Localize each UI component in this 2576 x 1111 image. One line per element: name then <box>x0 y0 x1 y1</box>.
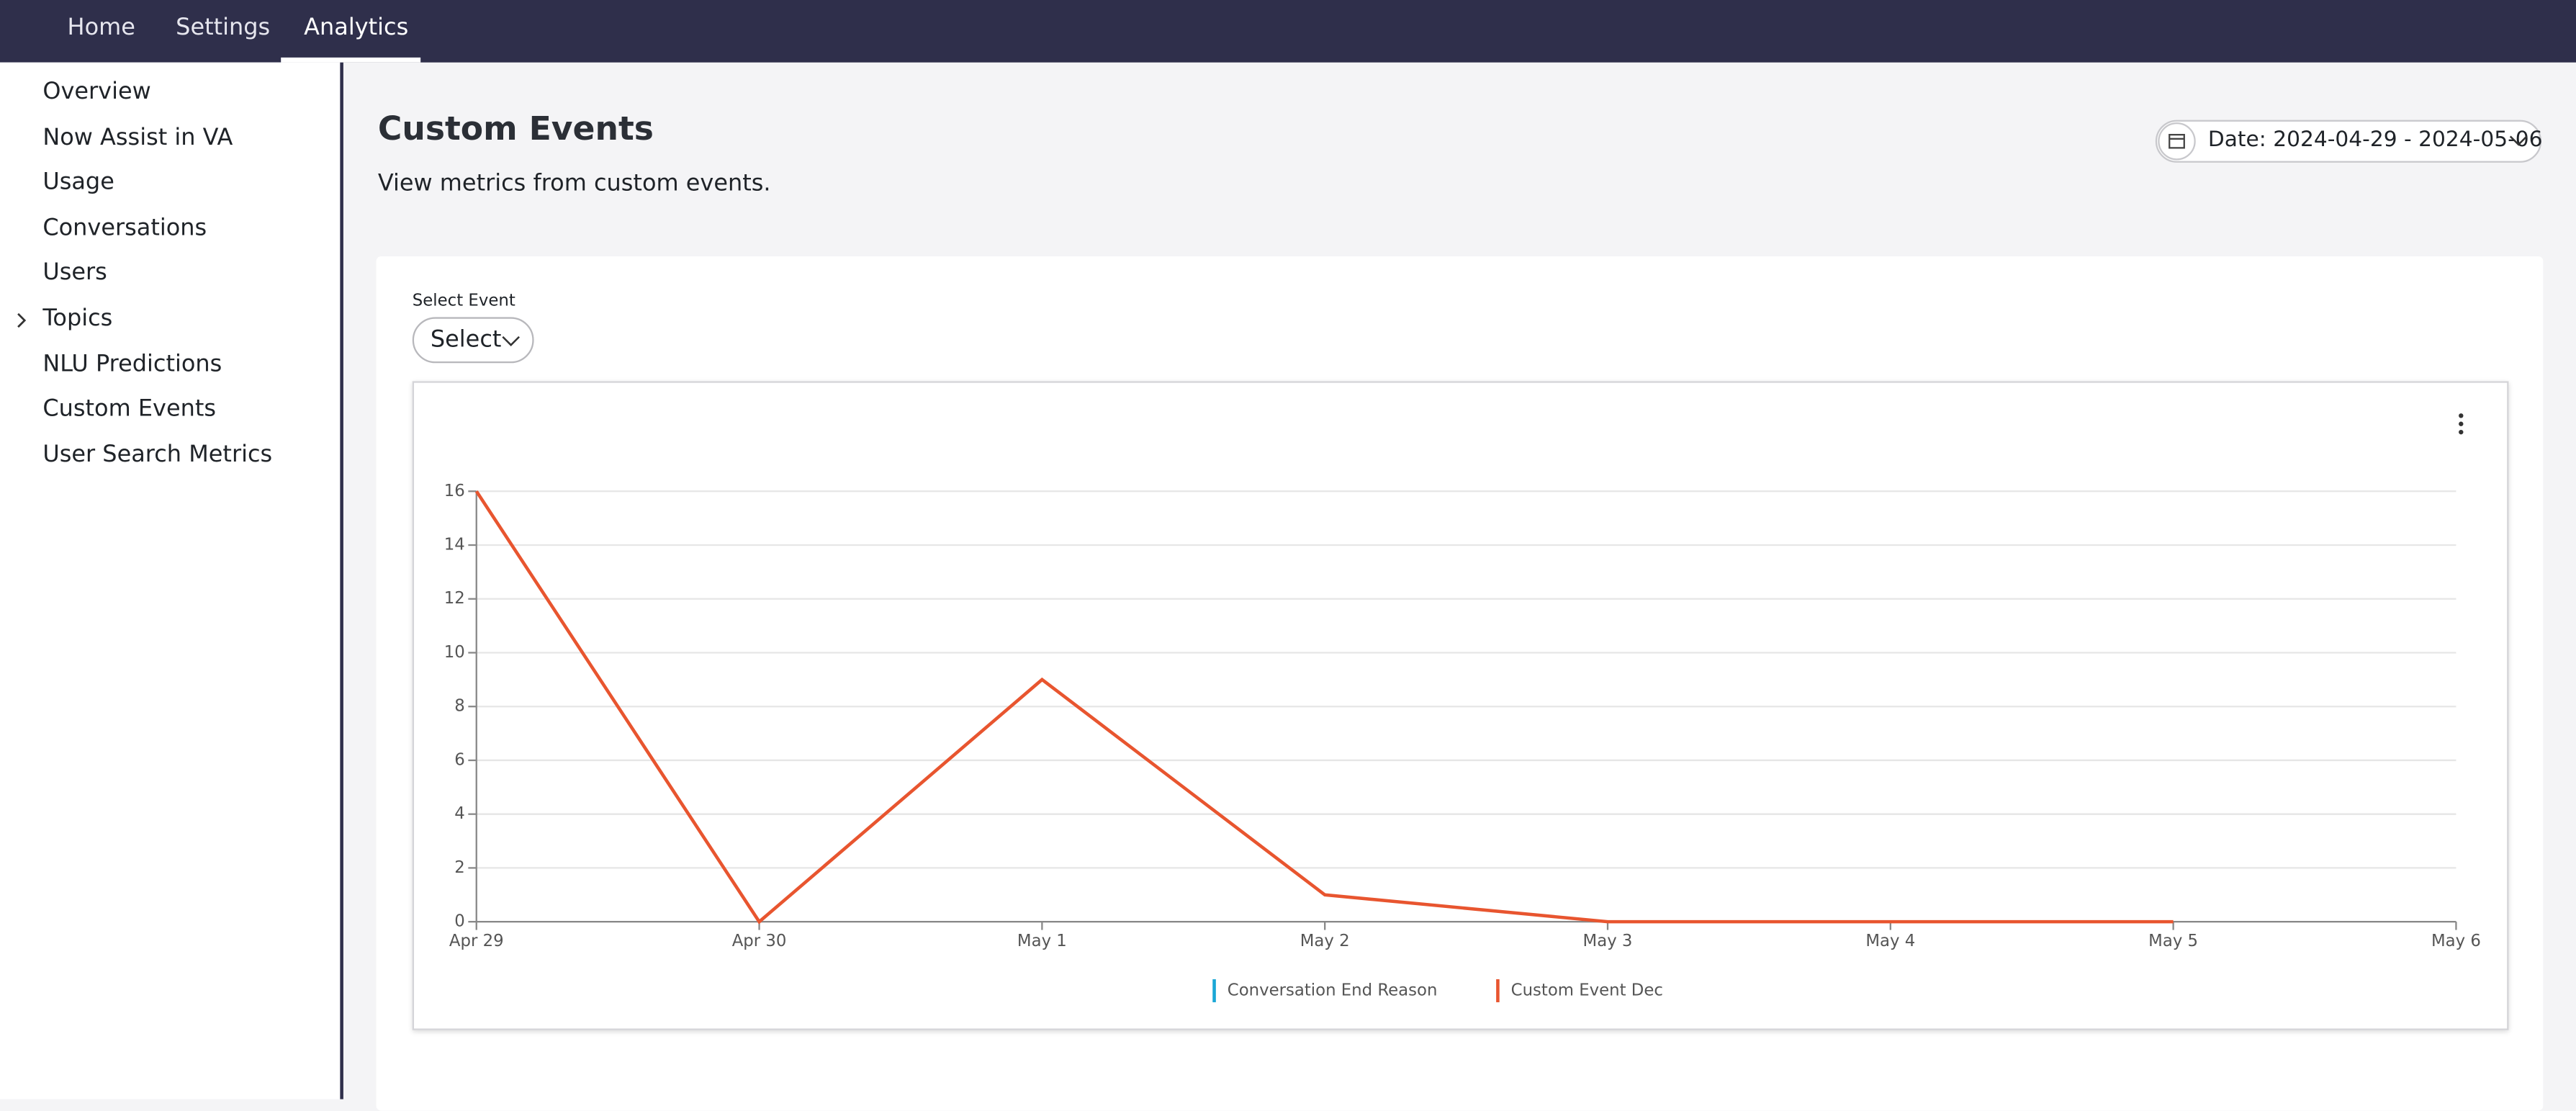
side-item[interactable]: NLU Predictions <box>42 351 222 378</box>
nav-tab[interactable]: Settings <box>176 14 271 42</box>
date-label: Date: 2024-04-29 - 2024-05-06 <box>2207 127 2543 153</box>
sidebar: Overview Now Assist in VA Usage Conversa… <box>0 62 343 1099</box>
x-tick-label: Apr 29 <box>449 932 504 950</box>
legend-label: Custom Event Dec <box>1511 981 1663 999</box>
dropdown-icon <box>2509 135 2528 146</box>
chart: 0 2 4 6 8 10 12 14 16 Apr 29 Apr 30 May 1 May 2 May 3… <box>444 413 2481 1002</box>
side-item[interactable]: Topics <box>42 305 113 332</box>
x-tick-label: May 1 <box>1017 932 1067 950</box>
page-subtitle: View metrics from custom events. <box>377 171 771 197</box>
x-tick-label: May 5 <box>2148 932 2198 950</box>
legend-marker <box>1212 979 1216 1002</box>
nav-tab-active[interactable]: Analytics <box>304 14 409 42</box>
dropdown-icon <box>502 336 520 346</box>
page-title: Custom Events <box>377 108 654 148</box>
side-item[interactable]: Users <box>42 259 107 287</box>
calendar-icon <box>2158 122 2196 161</box>
top-nav: Home Settings Analytics <box>0 0 2576 63</box>
side-item[interactable]: Conversations <box>42 215 207 242</box>
x-tick-label: May 3 <box>1583 932 1633 950</box>
chart-container: 0 2 4 6 8 10 12 14 16 Apr 29 Apr 30 May 1 May 2 May 3… <box>412 381 2509 1030</box>
y-tick-label: 16 <box>444 482 465 500</box>
chevron-icon[interactable] <box>13 310 30 330</box>
side-item[interactable]: Now Assist in VA <box>42 125 233 151</box>
y-tick-label: 4 <box>454 804 465 823</box>
active-underline <box>281 57 421 63</box>
menu-icon[interactable] <box>2459 413 2464 435</box>
y-tick-label: 8 <box>454 697 465 716</box>
x-tick-label: May 2 <box>1300 932 1350 950</box>
x-tick-label: May 6 <box>2431 932 2481 950</box>
y-tick-label: 10 <box>444 643 465 662</box>
y-tick-label: 6 <box>454 750 465 769</box>
side-item[interactable]: Custom Events <box>42 395 217 423</box>
side-item[interactable]: User Search Metrics <box>42 441 273 469</box>
x-tick-label: May 4 <box>1865 932 1915 950</box>
side-item[interactable]: Usage <box>42 169 114 196</box>
select-text: Select <box>430 327 502 354</box>
legend-label: Conversation End Reason <box>1228 981 1438 999</box>
select-label: Select Event <box>412 292 515 311</box>
legend-marker <box>1496 979 1500 1002</box>
y-tick-label: 2 <box>454 858 465 877</box>
select-dropdown[interactable]: Select <box>412 317 534 364</box>
date-button[interactable]: Date: 2024-04-29 - 2024-05-06 <box>2155 120 2543 163</box>
x-tick-label: Apr 30 <box>732 932 787 950</box>
nav-tab[interactable]: Home <box>67 14 135 42</box>
line-series <box>474 490 2174 925</box>
y-tick-label: 12 <box>444 589 465 608</box>
side-item[interactable]: Overview <box>42 78 151 106</box>
y-tick-label: 0 <box>454 912 465 931</box>
y-tick-label: 14 <box>444 536 465 554</box>
